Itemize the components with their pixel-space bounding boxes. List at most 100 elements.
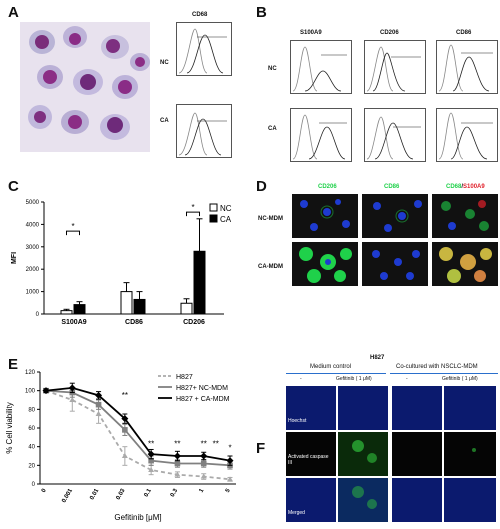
data-point — [226, 457, 234, 465]
panel-f-treat-3: - — [406, 376, 408, 382]
data-point — [174, 460, 181, 467]
y-axis-title: MFI — [11, 252, 18, 264]
panel-f-hoechst-3 — [392, 386, 442, 430]
panel-f-hoechst-4 — [444, 386, 496, 430]
legend-label: H827+ NC-MDM — [176, 385, 228, 392]
panel-b-col-s100a9: S100A9 — [300, 30, 322, 36]
panel-f-treat-2: Gefitinib ( 1 μM) — [336, 376, 372, 382]
panel-d-col-cd86: CD86 — [384, 184, 400, 190]
data-point — [95, 391, 103, 399]
panel-a-label: A — [8, 4, 19, 21]
histogram-plot — [292, 114, 347, 160]
data-point — [122, 427, 128, 433]
panel-f-merged-4 — [444, 478, 496, 522]
x-tick-label: 0.3 — [170, 487, 180, 498]
fluorescence-image — [373, 200, 422, 232]
panel-f-merged-2 — [338, 478, 388, 522]
legend-swatch — [209, 203, 218, 212]
panel-b-hist-s100a9-ca — [290, 108, 352, 162]
y-tick-label: 80 — [28, 407, 35, 413]
panel-e-line-chart: 0 20 40 60 80 100 120 % Cell viability 0 0.001 0.0… — [5, 370, 236, 522]
panel-d-nc-merge — [432, 194, 498, 238]
sig-label: ** — [213, 440, 219, 449]
panel-f-caspase-1: Activated caspase III — [286, 432, 336, 476]
y-tick-label: 0 — [32, 482, 36, 488]
panel-d-label: D — [256, 178, 267, 195]
data-point — [227, 476, 233, 482]
panel-a-histogram-nc — [176, 22, 232, 76]
data-point — [68, 384, 76, 392]
panel-f-group-cocultured: Co-cultured with NSCLC-MDM — [396, 364, 478, 370]
data-point — [95, 401, 102, 408]
panel-c-chart: 0 1000 2000 3000 4000 5000 MFI S100A9 CD86 CD206 *… — [6, 194, 250, 344]
x-tick-label: 0.01 — [89, 487, 100, 501]
bar — [193, 250, 206, 315]
s100a9-text: S100A9 — [463, 184, 485, 190]
fluorescence-image — [299, 247, 352, 283]
data-point — [174, 471, 181, 477]
fluorescence-image — [352, 440, 377, 463]
sig-label: ** — [148, 440, 154, 449]
x-tick-label: 0 — [41, 487, 48, 493]
y-tick-label: 40 — [28, 445, 35, 451]
panel-d-ca-merge — [432, 242, 498, 286]
x-tick-label: CD86 — [125, 319, 143, 326]
y-tick-label: 0 — [36, 312, 40, 318]
histogram-plot — [438, 44, 493, 92]
x-axis-title: Gefitinib [μM] — [114, 513, 161, 522]
panel-b-col-cd86: CD86 — [456, 30, 472, 36]
sig-label: * — [228, 443, 231, 452]
panel-f-hoechst-1: Hoechst — [286, 386, 336, 430]
y-tick-label: 4000 — [26, 222, 40, 228]
panel-c-label: C — [8, 178, 19, 195]
y-tick-label: 120 — [25, 370, 36, 376]
bar — [180, 302, 193, 315]
legend-label: H827 — [176, 374, 193, 381]
histogram-plot — [178, 112, 227, 156]
panel-a-histogram-ca — [176, 104, 232, 158]
cd68-text: CD68 — [446, 184, 462, 190]
panel-b-hist-s100a9-nc — [290, 40, 352, 94]
panel-f-treat-1: - — [300, 376, 302, 382]
data-point — [148, 467, 155, 472]
panel-d-col-cd68: CD68/S100A9 — [446, 184, 485, 190]
sig-label: ** — [174, 440, 180, 449]
data-point — [42, 387, 50, 395]
panel-b-row-nc: NC — [268, 66, 277, 72]
legend-label: CA — [220, 215, 232, 224]
panel-b-label: B — [256, 4, 267, 21]
panel-b-row-ca: CA — [268, 126, 277, 132]
y-tick-label: 60 — [28, 426, 35, 432]
panel-b-col-cd206: CD206 — [380, 30, 399, 36]
y-tick-label: 5000 — [26, 200, 40, 206]
histogram-plot — [178, 28, 227, 74]
panel-f-caspase-2 — [338, 432, 388, 476]
sig-label: ** — [201, 440, 207, 449]
fluorescence-image — [439, 247, 492, 283]
histogram-plot — [292, 46, 347, 92]
legend-label: NC — [220, 204, 232, 213]
x-tick-label: 0.1 — [144, 487, 154, 498]
panel-f-group-medium: Medium control — [310, 364, 352, 370]
slash-text: / — [461, 184, 464, 190]
series-line — [45, 389, 231, 467]
panel-d-ca-cd206 — [292, 242, 358, 286]
y-tick-label: 2000 — [26, 267, 40, 273]
panel-f-hoechst-2 — [338, 386, 388, 430]
data-point — [200, 473, 207, 479]
bar — [73, 304, 86, 315]
data-point — [148, 457, 154, 464]
legend-label: H827 + CA-MDM — [176, 396, 230, 403]
data-point — [200, 460, 207, 467]
series-line — [45, 386, 231, 462]
sig-bracket — [66, 230, 80, 236]
x-tick-label: 0.03 — [116, 487, 127, 501]
panel-a-row-nc: NC — [160, 60, 169, 66]
x-tick-label: 0.001 — [61, 487, 74, 504]
panel-d-row-ca: CA-MDM — [258, 264, 283, 270]
y-tick-label: 100 — [25, 389, 36, 395]
histogram-plot — [438, 112, 493, 160]
bar — [133, 298, 146, 315]
y-tick-label: 1000 — [26, 290, 40, 296]
data-point — [173, 452, 181, 460]
